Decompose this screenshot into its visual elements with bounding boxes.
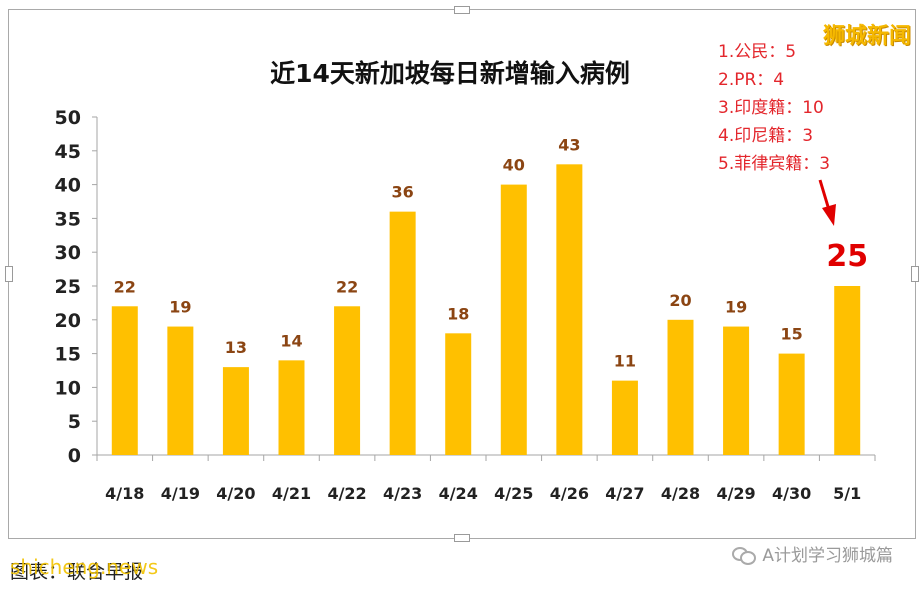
bar	[667, 319, 694, 455]
resize-handle-top[interactable]	[454, 6, 470, 14]
resize-handle-right[interactable]	[911, 266, 919, 282]
data-label: 19	[169, 298, 191, 317]
note-item: 2.PR：4	[718, 70, 785, 90]
y-tick-label: 35	[55, 208, 81, 230]
data-label: 43	[558, 135, 580, 154]
wechat-account-name: A计划学习狮城篇	[762, 546, 893, 566]
x-tick-label: 4/22	[327, 484, 366, 503]
bar	[389, 211, 416, 455]
note-item: 5.菲律宾籍：3	[718, 154, 831, 174]
y-tick-label: 45	[55, 141, 81, 163]
bar	[778, 353, 805, 455]
y-tick-label: 50	[55, 107, 81, 129]
x-tick-label: 4/25	[494, 484, 533, 503]
bar	[500, 184, 527, 455]
bars	[111, 164, 861, 455]
data-label: 18	[447, 304, 469, 323]
wechat-icon	[732, 545, 757, 565]
y-axis: 0 5 10 15 20 25 30 35 40 45 50	[55, 107, 98, 467]
data-label: 20	[669, 291, 691, 310]
x-tick-label: 4/30	[772, 484, 811, 503]
x-tick-label: 4/18	[105, 484, 144, 503]
x-tick-label: 4/26	[550, 484, 589, 503]
note-item: 1.公民：5	[718, 42, 797, 62]
y-tick-label: 0	[68, 445, 81, 467]
source-caption: 图表：联合早报	[10, 561, 144, 583]
y-tick-label: 5	[68, 411, 81, 433]
data-label: 15	[781, 325, 803, 344]
bar	[167, 326, 194, 455]
x-axis: 4/18 4/19 4/20 4/21 4/22 4/23 4/24 4/25 4/26 4/27…	[96, 454, 876, 503]
x-tick-label: 4/20	[216, 484, 255, 503]
data-label: 22	[336, 277, 358, 296]
data-label: 36	[392, 183, 414, 202]
bar	[111, 306, 138, 455]
bar	[723, 326, 750, 455]
data-label: 13	[225, 338, 247, 357]
x-tick-label: 4/24	[439, 484, 478, 503]
x-tick-label: 4/29	[716, 484, 755, 503]
highlight-arrow	[818, 179, 836, 226]
x-tick-label: 4/19	[161, 484, 200, 503]
chart-title: 近14天新加坡每日新增输入病例	[270, 59, 630, 88]
y-tick-label: 10	[55, 377, 81, 399]
bar	[278, 360, 305, 455]
note-item: 3.印度籍：10	[718, 98, 824, 118]
source-caption-wrap: 图表：联合早报 shicheng.news	[10, 555, 158, 584]
x-tick-label: 4/23	[383, 484, 422, 503]
brand-watermark: 狮城新闻	[822, 24, 911, 49]
bar	[611, 380, 638, 455]
x-tick-label: 5/1	[833, 484, 861, 503]
data-label: 19	[725, 298, 747, 317]
data-label: 11	[614, 352, 636, 371]
note-item: 4.印尼籍：3	[718, 126, 814, 146]
data-label: 22	[114, 277, 136, 296]
arrow-head	[822, 204, 836, 226]
x-tick-label: 4/28	[661, 484, 700, 503]
resize-handle-bottom[interactable]	[454, 534, 470, 542]
y-tick-label: 30	[55, 242, 81, 264]
breakdown-notes: 1.公民：5 2.PR：4 3.印度籍：10 4.印尼籍：3 5.菲律宾籍：3	[718, 38, 830, 178]
bar	[222, 367, 249, 455]
y-tick-label: 20	[55, 310, 81, 332]
y-tick-label: 25	[55, 276, 81, 298]
y-tick-label: 15	[55, 344, 81, 366]
y-tick-label: 40	[55, 175, 81, 197]
data-label: 14	[280, 331, 302, 350]
data-label: 40	[503, 156, 525, 175]
arrow-shaft	[818, 179, 831, 211]
bar	[834, 286, 861, 455]
bar	[445, 333, 472, 455]
x-tick-label: 4/27	[605, 484, 644, 503]
resize-handle-left[interactable]	[5, 266, 13, 282]
wechat-account: A计划学习狮城篇	[732, 541, 893, 566]
x-tick-label: 4/21	[272, 484, 311, 503]
bar	[556, 164, 583, 455]
highlight-value-label: 25	[826, 239, 868, 274]
value-labels: 22 19 13 14 22 36 18 40 43 11 20 19 15 25	[114, 135, 868, 370]
source-watermark: shicheng.news	[10, 555, 159, 579]
bar	[334, 306, 361, 455]
